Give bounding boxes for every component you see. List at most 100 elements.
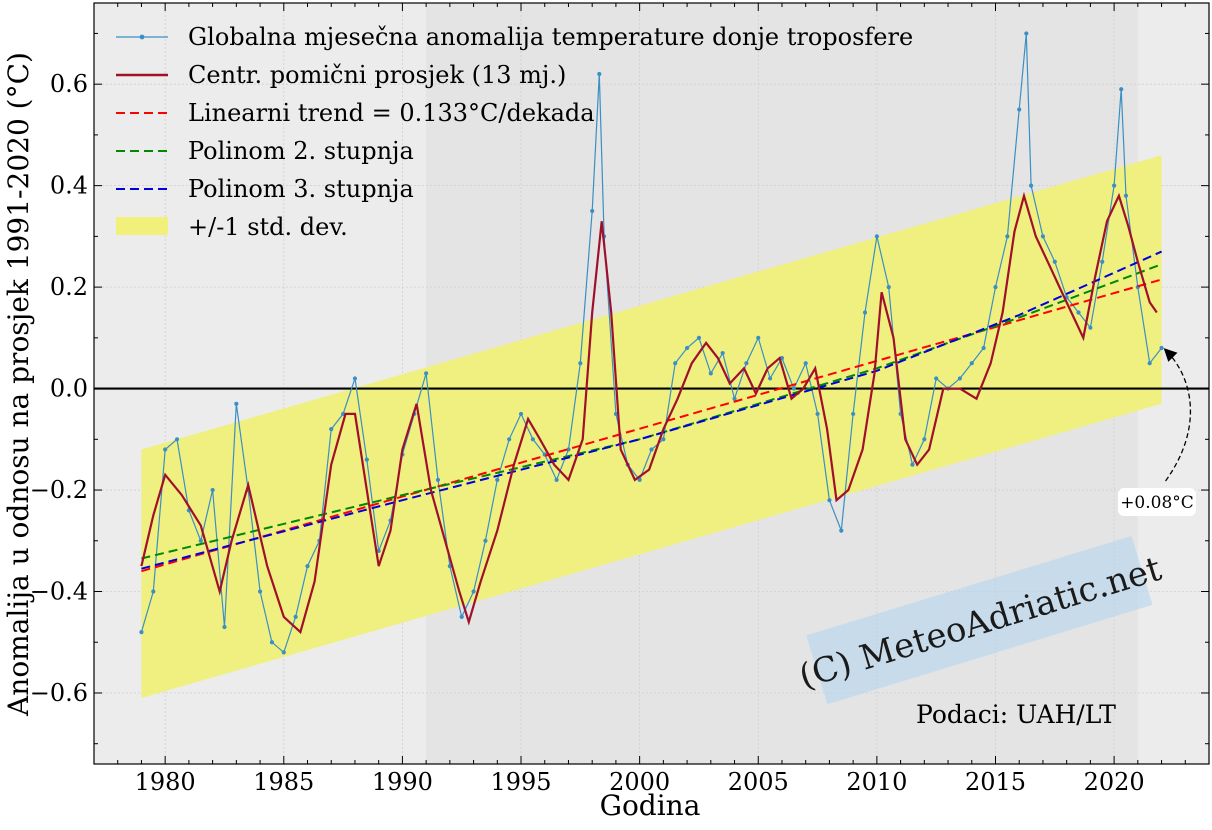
plot-frame xyxy=(93,2,1210,765)
monthly-point xyxy=(1028,183,1034,188)
monthly-point xyxy=(1040,234,1046,239)
y-tick-label: −0.6 xyxy=(30,679,88,707)
x-tick-label: 2005 xyxy=(728,768,789,796)
x-tick-label: 1995 xyxy=(490,768,551,796)
monthly-point xyxy=(768,376,773,381)
monthly-point xyxy=(578,361,583,366)
x-tick-label: 1980 xyxy=(135,768,196,796)
moving-average-line xyxy=(140,191,1158,635)
monthly-point xyxy=(993,285,998,290)
monthly-point xyxy=(281,650,286,655)
monthly-point xyxy=(827,498,832,503)
monthly-point xyxy=(518,411,524,417)
y-tick-label: −0.4 xyxy=(30,578,88,606)
monthly-point xyxy=(329,427,334,432)
y-axis-title: Anomalija u odnosu na prosjek 1991-2020 … xyxy=(2,52,35,717)
monthly-point xyxy=(862,310,868,315)
monthly-point xyxy=(305,564,310,569)
legend-label-std-band: +/-1 std. dev. xyxy=(188,213,348,241)
monthly-point xyxy=(163,447,168,452)
std-band xyxy=(141,155,1162,698)
x-tick-label: 2010 xyxy=(846,768,907,796)
monthly-point xyxy=(886,285,891,290)
monthly-point xyxy=(1112,183,1117,188)
monthly-point xyxy=(269,640,275,645)
monthly-point xyxy=(483,538,488,543)
x-axis-ticks: 1980 1985 1990 1995 2000 2005 2010 2015 2020 xyxy=(93,3,1210,796)
monthly-point xyxy=(198,538,203,543)
monthly-point xyxy=(791,386,796,391)
monthly-point xyxy=(851,411,856,417)
monthly-point xyxy=(293,614,298,619)
y-tick-label: 0.2 xyxy=(50,273,88,301)
legend-label-poly3: Polinom 3. stupnja xyxy=(188,175,414,203)
monthly-point xyxy=(507,437,512,442)
monthly-point xyxy=(649,447,654,452)
monthly-point xyxy=(364,457,369,462)
legend-label-moving-average: Centr. pomični prosjek (13 mj.) xyxy=(188,61,566,89)
monthly-point xyxy=(1147,361,1152,366)
monthly-point xyxy=(934,376,939,381)
monthly-point xyxy=(222,624,227,630)
monthly-point xyxy=(174,437,180,442)
y-tick-label: 0.0 xyxy=(50,375,88,403)
monthly-point xyxy=(1100,259,1105,264)
source-label: Podaci: UAH/LT xyxy=(916,700,1116,729)
y-axis-ticks: −0.6 −0.4 −0.2 0.0 0.2 0.4 0.6 xyxy=(30,32,1209,745)
monthly-point xyxy=(910,462,915,467)
monthly-point xyxy=(661,437,666,442)
monthly-point xyxy=(554,477,559,482)
poly2-trend-line xyxy=(141,263,1162,560)
y-tick-label: −0.2 xyxy=(30,476,88,504)
monthly-point xyxy=(1088,325,1093,330)
monthly-point xyxy=(1024,31,1029,36)
legend: Globalna mjesečna anomalija temperature … xyxy=(116,23,913,241)
monthly-point xyxy=(720,350,725,356)
monthly-point xyxy=(969,361,974,366)
monthly-point xyxy=(590,208,595,214)
monthly-point xyxy=(530,437,535,442)
x-tick-label: 2000 xyxy=(609,768,670,796)
monthly-point xyxy=(435,477,441,482)
monthly-point xyxy=(139,629,144,635)
monthly-point xyxy=(597,71,602,77)
monthly-point xyxy=(696,335,702,340)
monthly-point xyxy=(459,614,464,619)
x-tick-label: 2015 xyxy=(965,768,1026,796)
monthly-point xyxy=(151,589,156,594)
monthly-point xyxy=(957,376,963,381)
x-tick-label: 2020 xyxy=(1084,768,1145,796)
monthly-point xyxy=(1159,345,1164,351)
monthly-point xyxy=(839,528,844,533)
x-axis-title: Godina xyxy=(600,789,701,822)
monthly-point xyxy=(803,361,808,366)
monthly-point xyxy=(257,589,263,594)
monthly-point xyxy=(684,345,690,351)
x-tick-label: 1985 xyxy=(253,768,314,796)
monthly-point xyxy=(744,361,749,366)
monthly-point xyxy=(637,477,642,482)
monthly-point xyxy=(756,335,761,340)
linear-trend-line xyxy=(141,278,1162,573)
monthly-point xyxy=(376,548,381,554)
monthly-point xyxy=(613,411,619,417)
monthly-point xyxy=(1052,259,1057,264)
monthly-point xyxy=(1005,234,1010,239)
annotation: +0.08°C xyxy=(1118,348,1196,516)
monthly-point xyxy=(708,371,713,376)
watermark-box xyxy=(806,535,1153,705)
monthly-point xyxy=(1017,107,1022,112)
monthly-point xyxy=(1123,193,1129,198)
monthly-point xyxy=(234,401,239,406)
monthly-point xyxy=(566,447,571,452)
monthly-point xyxy=(210,487,215,493)
monthly-point xyxy=(874,234,879,239)
legend-label-poly2: Polinom 2. stupnja xyxy=(188,137,414,165)
annotation-box xyxy=(1118,488,1196,516)
poly3-trend-line xyxy=(141,250,1163,570)
monthly-point xyxy=(495,477,500,482)
monthly-point xyxy=(732,396,737,401)
monthly-point xyxy=(352,376,358,381)
